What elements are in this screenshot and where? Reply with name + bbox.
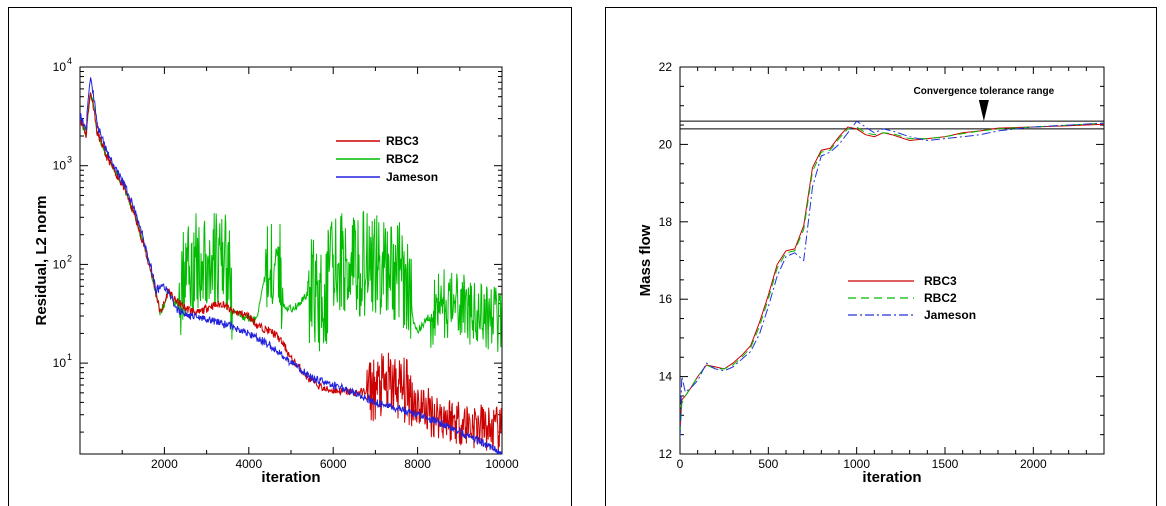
y-tick-label: 22 xyxy=(659,60,673,74)
y-tick-label: 10 xyxy=(53,60,67,74)
series-line-jameson xyxy=(80,77,502,454)
y-tick-exponent: 4 xyxy=(67,56,72,66)
y-axis-label: Mass flow xyxy=(637,224,654,296)
annotation-arrow xyxy=(978,100,989,122)
series-line-rbc3 xyxy=(680,123,1104,431)
x-tick-label: 500 xyxy=(758,457,778,471)
y-tick-label: 10 xyxy=(53,257,67,271)
annotation-label: Convergence tolerance range xyxy=(914,86,1055,97)
x-tick-label: 1000 xyxy=(843,457,870,471)
x-tick-label: 2000 xyxy=(151,457,178,471)
x-tick-label: 6000 xyxy=(320,457,347,471)
x-tick-label: 8000 xyxy=(404,457,431,471)
legend-label-rbc2: RBC2 xyxy=(924,291,957,305)
series-line-jameson xyxy=(680,120,1104,439)
y-tick-exponent: 2 xyxy=(67,253,72,263)
x-tick-label: 10000 xyxy=(485,457,519,471)
x-tick-label: 1500 xyxy=(932,457,959,471)
series-line-rbc2 xyxy=(680,122,1104,435)
legend-label-rbc3: RBC3 xyxy=(924,274,957,288)
y-tick-label: 10 xyxy=(53,159,67,173)
legend-label-rbc2: RBC2 xyxy=(386,152,419,166)
right-chart-panel xyxy=(605,7,1157,506)
y-tick-label: 10 xyxy=(53,356,67,370)
y-tick-label: 18 xyxy=(659,215,673,229)
y-tick-exponent: 3 xyxy=(67,155,72,165)
legend-label-rbc3: RBC3 xyxy=(386,134,419,148)
plot-frame xyxy=(679,66,1105,455)
x-tick-label: 2000 xyxy=(1020,457,1047,471)
y-tick-label: 12 xyxy=(659,447,673,461)
y-tick-label: 14 xyxy=(659,370,673,384)
y-axis-label: Residual, L2 norm xyxy=(33,195,50,325)
y-tick-label: 16 xyxy=(659,292,673,306)
x-axis-label: iteration xyxy=(862,469,921,486)
x-tick-label: 0 xyxy=(677,457,684,471)
y-tick-label: 20 xyxy=(659,137,673,151)
legend-label-jameson: Jameson xyxy=(386,170,438,184)
x-tick-label: 4000 xyxy=(235,457,262,471)
series-line-rbc3 xyxy=(80,92,502,453)
legend-label-jameson: Jameson xyxy=(924,308,976,322)
x-axis-label: iteration xyxy=(261,469,320,486)
y-tick-exponent: 1 xyxy=(67,352,72,362)
